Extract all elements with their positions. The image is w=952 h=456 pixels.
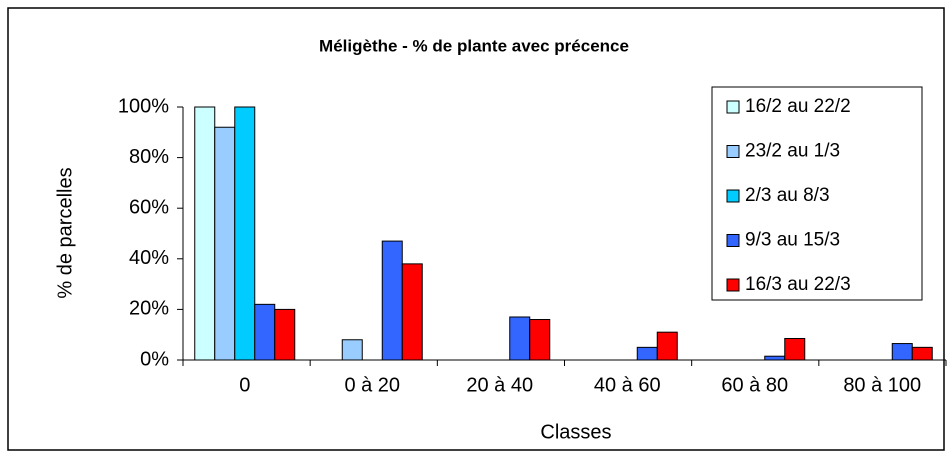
x-tick-label: 0	[239, 374, 250, 396]
y-tick-label: 100%	[118, 95, 169, 117]
y-axis-label: % de parcelles	[54, 167, 76, 298]
x-tick-label: 80 à 100	[843, 374, 921, 396]
legend-swatch	[726, 278, 740, 292]
legend-swatch	[726, 100, 740, 114]
y-tick-label: 60%	[129, 196, 169, 218]
bar	[401, 263, 423, 361]
y-tick-label: 0%	[140, 348, 169, 370]
bar	[509, 316, 531, 361]
legend-box	[711, 86, 923, 301]
bar	[529, 319, 551, 361]
legend-swatch	[726, 145, 740, 158]
bar	[656, 331, 678, 361]
bar	[341, 339, 363, 361]
bar	[254, 303, 276, 361]
bar	[194, 106, 216, 361]
legend-label: 16/3 au 22/3	[745, 274, 851, 295]
bar	[911, 346, 933, 361]
bar	[636, 346, 658, 361]
bar	[891, 343, 913, 361]
x-tick-label: 20 à 40	[466, 374, 533, 396]
y-tick-label: 40%	[129, 247, 169, 269]
legend-label: 23/2 au 1/3	[745, 141, 840, 162]
x-tick-label: 60 à 80	[721, 374, 788, 396]
x-tick-label: 40 à 60	[594, 374, 661, 396]
y-tick-label: 20%	[129, 298, 169, 320]
bar	[784, 337, 806, 361]
bar	[274, 308, 296, 361]
x-axis-label: Classes	[540, 421, 611, 443]
legend-label: 2/3 au 8/3	[745, 185, 830, 206]
bar	[381, 240, 403, 361]
legend-swatch	[726, 189, 740, 203]
x-tick-label: 0 à 20	[344, 374, 400, 396]
y-tick-label: 80%	[129, 146, 169, 168]
legend-label: 9/3 au 15/3	[745, 230, 840, 251]
chart-title: Méligèthe - % de plante avec précence	[319, 36, 629, 55]
bar	[234, 106, 256, 361]
legend-label: 16/2 au 22/2	[745, 96, 851, 117]
bar	[764, 355, 786, 361]
bar	[214, 126, 236, 361]
legend-swatch	[726, 234, 740, 247]
